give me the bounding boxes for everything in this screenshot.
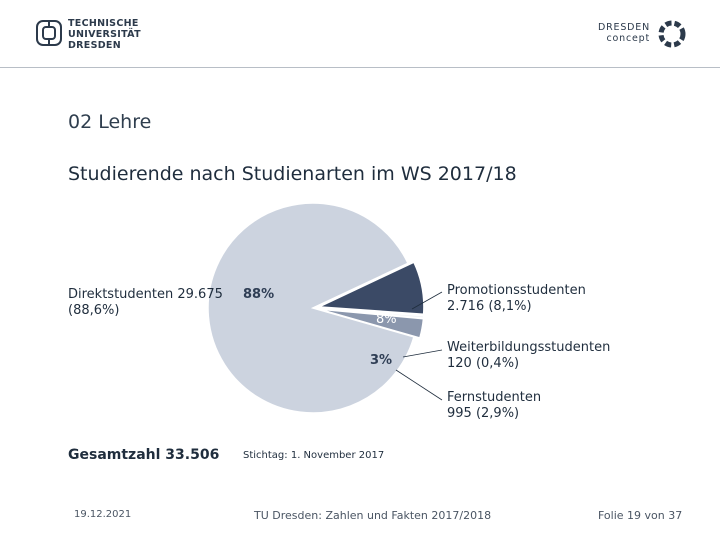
- direkt-label: Direktstudenten 29.675 (88,6%): [68, 287, 223, 318]
- direkt-percent-label: 88%: [243, 287, 275, 302]
- header-divider: [0, 67, 720, 68]
- tud-logo-icon: [36, 20, 62, 46]
- total-count: Gesamtzahl 33.506: [68, 447, 220, 463]
- promo-label: Promotionsstudenten 2.716 (8,1%): [447, 283, 586, 314]
- leader-promotion: [411, 291, 443, 310]
- leader-fern: [395, 369, 443, 401]
- footer-date: 19.12.2021: [74, 509, 132, 520]
- pie-slice-direktstudenten: [207, 202, 415, 414]
- section-heading: 02 Lehre: [68, 111, 152, 133]
- fern-label: Fernstudenten 995 (2,9%): [447, 390, 542, 421]
- leader-weiterbildung: [402, 349, 443, 358]
- dresden-concept-text: DRESDEN concept: [598, 22, 650, 44]
- promo-percent-label: 8%: [376, 312, 397, 327]
- footer-page: Folie 19 von 37: [598, 509, 683, 522]
- weiter-label: Weiterbildungsstudenten 120 (0,4%): [447, 340, 611, 371]
- tud-logo-text: TECHNISCHE UNIVERSITÄT DRESDEN: [68, 18, 141, 51]
- pie-slice-fernstudenten: [318, 308, 425, 339]
- reference-date: Stichtag: 1. November 2017: [243, 450, 385, 461]
- pie-slice-promotionsstudenten: [315, 261, 425, 315]
- dresden-concept-logo-icon: [658, 20, 686, 48]
- footer-center: TU Dresden: Zahlen und Fakten 2017/2018: [254, 509, 492, 522]
- fern-percent-label: 3%: [370, 353, 393, 368]
- chart-title: Studierende nach Studienarten im WS 2017…: [68, 163, 517, 185]
